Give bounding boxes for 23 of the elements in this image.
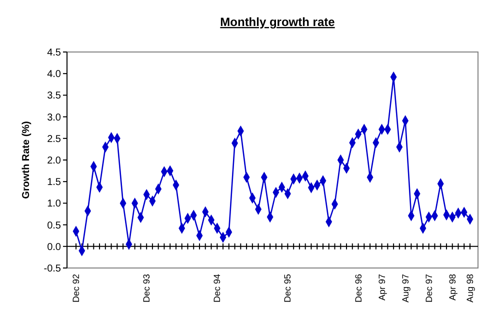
y-tick-label: -0.5 (44, 264, 62, 274)
y-axis-title: Growth Rate (%) (21, 121, 32, 199)
y-tick-label: 0.0 (47, 242, 62, 253)
y-tick-label: 3.5 (47, 90, 62, 102)
x-tick-label: Dec 97 (424, 274, 434, 303)
x-tick-label: Dec 92 (71, 274, 81, 303)
y-tick-label: 3.0 (47, 112, 62, 124)
x-tick-label: Dec 96 (353, 274, 364, 303)
y-tick-label: 4.0 (47, 69, 62, 80)
x-tick-label: Dec 94 (212, 274, 222, 303)
x-tick-label: Aug 97 (400, 274, 410, 303)
y-tick-label: 1.0 (47, 198, 62, 210)
y-tick-label: 4.5 (47, 48, 62, 58)
x-tick-label: Aug 98 (465, 274, 475, 303)
y-tick-label: 0.5 (47, 220, 62, 232)
x-tick-label: Dec 95 (282, 274, 293, 303)
y-tick-label: 2.0 (47, 156, 62, 166)
y-tick-label: 2.5 (47, 134, 62, 145)
x-tick-label: Apr 97 (376, 274, 387, 301)
chart-title: Monthly growth rate (220, 15, 336, 29)
y-tick-label: 1.5 (47, 177, 62, 188)
x-tick-label: Dec 93 (142, 274, 152, 303)
x-tick-label: Apr 98 (447, 274, 458, 301)
